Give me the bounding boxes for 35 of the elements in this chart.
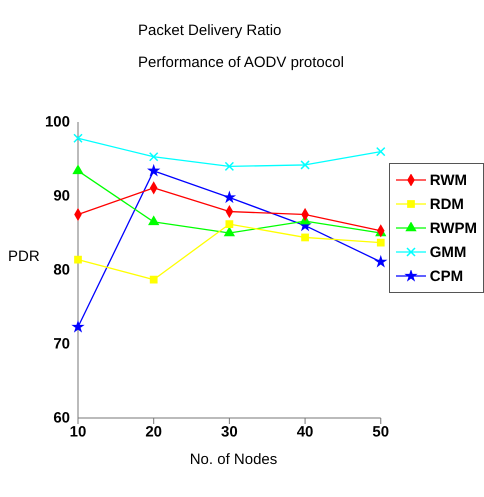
y-tick-label: 60 [53, 410, 70, 426]
legend-label: GMM [430, 244, 466, 260]
legend-label: CPM [430, 268, 464, 284]
legend-label: RWM [430, 172, 467, 188]
point [222, 190, 236, 204]
point [74, 256, 82, 264]
chart-title: Packet Delivery Ratio [138, 22, 282, 39]
y-axis-title: PDR [8, 248, 40, 265]
point [73, 134, 83, 144]
point [224, 162, 234, 172]
point [300, 160, 310, 170]
legend-label: RWPM [430, 220, 477, 236]
point [226, 220, 234, 228]
point [72, 164, 84, 174]
legend-label: RDM [430, 196, 464, 212]
x-tick-label: 50 [372, 424, 390, 441]
point [148, 215, 160, 226]
point [147, 164, 160, 177]
point [376, 238, 385, 246]
point [150, 276, 158, 284]
x-tick-label: 10 [70, 424, 86, 441]
point [376, 146, 386, 156]
y-tick-label: 70 [53, 336, 70, 352]
x-axis-title: No. of Nodes [188, 451, 278, 468]
x-tick-label: 20 [145, 424, 162, 441]
y-tick-label: 100 [44, 114, 70, 130]
x-tick-label: 30 [221, 424, 238, 441]
point [301, 234, 309, 242]
chart-subtitle: Performance of AODV protocol [138, 54, 344, 71]
y-tick-label: 80 [53, 262, 70, 278]
x-tick-label: 40 [296, 424, 314, 441]
y-tick-label: 90 [53, 188, 70, 204]
point [71, 320, 85, 333]
point [374, 254, 388, 268]
point [148, 152, 158, 162]
